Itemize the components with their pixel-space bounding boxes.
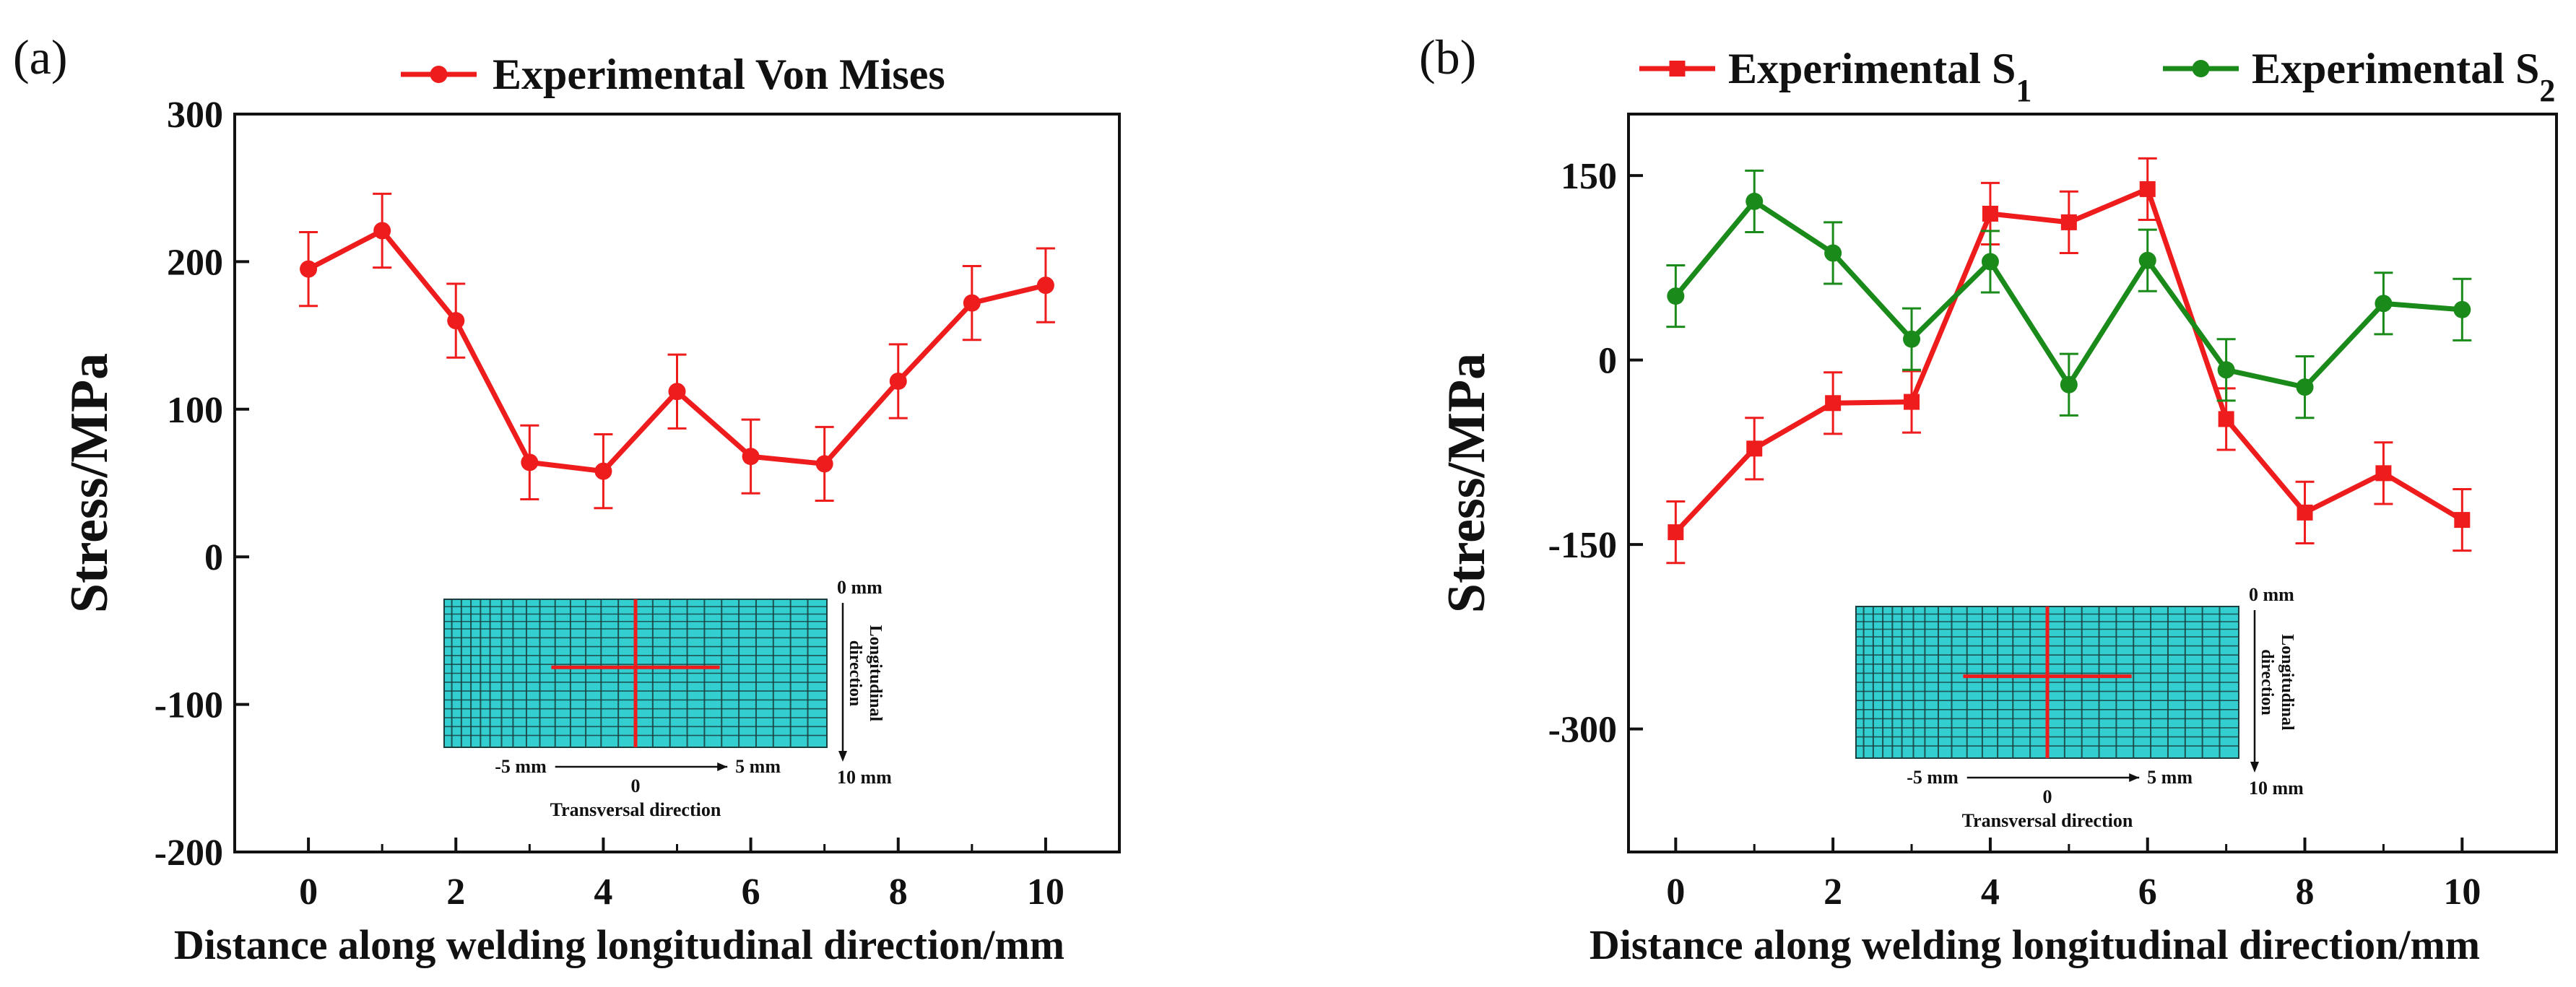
series-2 (1666, 169, 2472, 419)
data-point-8 (2296, 378, 2314, 396)
inset-caption: Transversal direction (550, 799, 721, 820)
inset-top-label: 0 mm (2249, 584, 2294, 605)
x-tick-label-1: 2 (446, 871, 465, 913)
y-tick-label-3: 0 (204, 537, 223, 578)
chart-panel-a: (a) 300 200 100 0 -100 -200 0 2 4 6 8 10 Stress/MPa Di… (13, 30, 1121, 968)
data-point-1 (373, 222, 391, 240)
x-axis-title: Distance along welding longitudinal dire… (174, 921, 1064, 968)
data-point-2 (447, 312, 465, 330)
inset-caption: Transversal direction (1962, 810, 2133, 831)
data-point-9 (963, 294, 981, 312)
data-point-4 (594, 462, 612, 480)
data-point-7 (815, 455, 833, 473)
inset-left-label: -5 mm (1907, 767, 1959, 788)
inset-longitudinal-label-1: Longitudinal (866, 625, 885, 722)
y-tick-label-4: -100 (155, 685, 223, 726)
y-tick-label-2: -150 (1548, 525, 1617, 566)
data-point-8 (2297, 504, 2313, 521)
legend-marker-2 (2192, 60, 2210, 77)
x-axis-title: Distance along welding longitudinal dire… (1590, 921, 2480, 968)
inset-transversal-arrowhead (717, 762, 728, 771)
x-tick-label-2: 4 (594, 871, 612, 913)
data-point-8 (889, 372, 907, 390)
series-1 (1666, 157, 2472, 565)
legend-label-1: Experimental S1 (1728, 45, 2031, 108)
x-tick-label-5: 10 (1027, 871, 1064, 913)
data-point-6 (2138, 251, 2156, 269)
x-tick-label-0: 0 (299, 871, 318, 913)
inset-center-label: 0 (631, 775, 641, 796)
y-tick-label-0: 150 (1561, 156, 1617, 197)
series-1 (299, 192, 1055, 510)
x-tick-label-5: 10 (2443, 871, 2481, 913)
chart-panel-b: (b) 150 0 -150 -300 0 2 4 6 8 10 Stress/MPa Distance… (1419, 30, 2558, 968)
y-tick-label-1: 200 (167, 242, 223, 283)
data-point-3 (521, 453, 539, 471)
data-point-5 (2060, 375, 2078, 394)
inset-longitudinal-label-2: direction (846, 640, 864, 707)
legend-marker-1 (1669, 61, 1686, 77)
data-point-5 (2060, 214, 2077, 230)
data-point-2 (1825, 395, 1842, 412)
inset-longitudinal-label-2: direction (2258, 649, 2276, 716)
data-point-3 (1903, 330, 1921, 348)
data-point-0 (1667, 287, 1685, 305)
legend-marker-1 (430, 66, 448, 83)
x-tick-label-3: 6 (2138, 871, 2157, 913)
x-tick-label-2: 4 (1981, 871, 2000, 913)
x-tick-label-0: 0 (1666, 871, 1685, 913)
y-tick-label-2: 100 (167, 390, 223, 431)
y-tick-label-0: 300 (167, 95, 223, 136)
x-tick-label-1: 2 (1823, 871, 1842, 913)
inset-right-label: 5 mm (735, 756, 781, 777)
data-point-7 (2218, 411, 2234, 427)
inset-top-label: 0 mm (837, 577, 882, 598)
legend: Experimental S1 Experimental S2 (1639, 45, 2555, 108)
x-tick-label-4: 8 (2296, 871, 2315, 913)
inset-longitudinal-label-1: Longitudinal (2278, 634, 2297, 731)
data-point-4 (1981, 253, 1999, 271)
legend-label-1: Experimental Von Mises (493, 51, 945, 98)
inset-right-label: 5 mm (2147, 767, 2193, 788)
y-axis-title: Stress/MPa (60, 353, 119, 613)
data-point-3 (1904, 394, 1920, 410)
data-point-9 (2375, 465, 2392, 482)
data-point-7 (2217, 361, 2235, 379)
data-point-2 (1824, 244, 1842, 262)
y-tick-label-1: 0 (1598, 341, 1617, 382)
data-point-6 (2139, 181, 2156, 197)
plot-frame (1627, 113, 2558, 853)
data-point-0 (1668, 524, 1684, 541)
data-point-1 (1746, 440, 1763, 457)
panel-label: (a) (13, 30, 67, 84)
data-point-0 (300, 260, 318, 278)
inset-longitudinal-arrowhead (838, 751, 847, 762)
inset-left-label: -5 mm (495, 756, 547, 777)
data-point-4 (1982, 205, 1998, 222)
data-point-10 (2453, 300, 2471, 318)
data-point-10 (2454, 512, 2471, 529)
x-tick-label-4: 8 (889, 871, 908, 913)
inset-longitudinal-arrowhead (2250, 762, 2259, 773)
data-point-6 (742, 448, 760, 466)
inset-bottom-label: 10 mm (2249, 778, 2304, 799)
data-point-10 (1036, 277, 1054, 295)
data-point-5 (668, 383, 686, 401)
y-tick-label-5: -200 (155, 832, 223, 874)
data-point-1 (1745, 192, 1764, 210)
legend: Experimental Von Mises (401, 51, 945, 98)
legend-label-2: Experimental S2 (2252, 45, 2555, 108)
panel-label: (b) (1419, 30, 1476, 84)
inset-transversal-arrowhead (2129, 773, 2140, 782)
inset-bottom-label: 10 mm (837, 767, 892, 788)
x-tick-label-3: 6 (742, 871, 760, 913)
inset-center-label: 0 (2043, 786, 2052, 807)
data-point-9 (2375, 295, 2393, 313)
y-tick-label-3: -300 (1548, 710, 1617, 751)
y-axis-title: Stress/MPa (1437, 353, 1496, 613)
series-line (307, 227, 1046, 474)
